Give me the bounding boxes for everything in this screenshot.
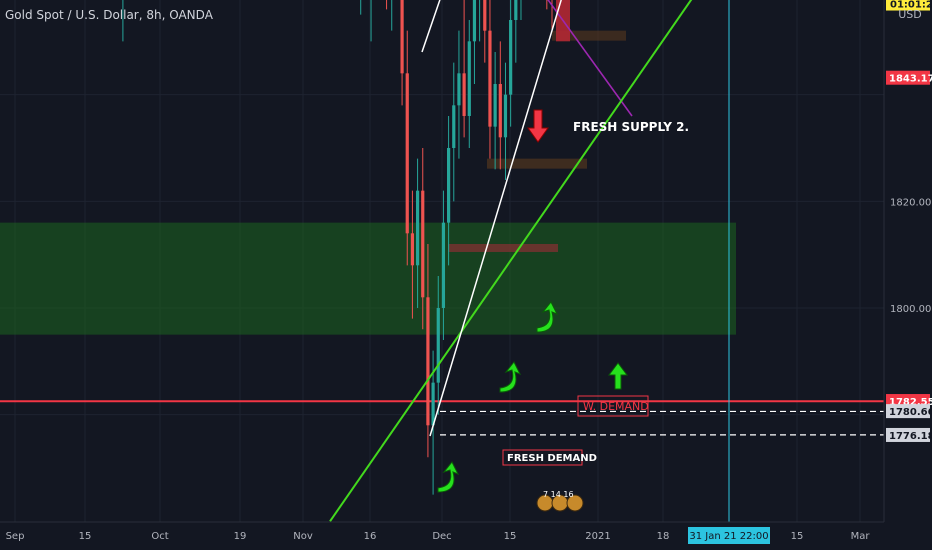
candles — [122, 0, 553, 495]
price-tag-label: 1780.661 — [889, 407, 932, 418]
candle-body — [441, 222, 446, 308]
event-badge-label: 7 14 16 — [543, 490, 574, 499]
candle-body — [503, 94, 508, 138]
x-tick-label: Nov — [293, 531, 313, 542]
candle-body — [452, 105, 456, 148]
countdown-label: 01:01:20 — [890, 0, 932, 11]
candle-body — [426, 297, 430, 426]
candle-body — [405, 73, 409, 234]
candle-body — [447, 147, 451, 223]
supply-label: FRESH SUPPLY 2. — [573, 120, 689, 134]
w-demand-box — [577, 395, 649, 417]
candle-body — [400, 0, 404, 74]
y-tick-label: 1800.000 — [890, 304, 932, 315]
curved-arrow-icon — [437, 461, 460, 493]
x-tick-label: 15 — [79, 531, 92, 542]
time-axis: Sep 15 Oct 19 Nov 16 Dec 15 2021 18 15 Mar 31 Jan 21… — [0, 521, 932, 550]
candle-body — [457, 73, 461, 106]
candle-body — [514, 0, 518, 20]
crosshair-date-tag — [688, 527, 770, 544]
countdown-tag — [886, 0, 930, 11]
candle-body — [410, 233, 415, 266]
chart-title: Gold Spot / U.S. Dollar, 8h, OANDA — [5, 8, 213, 22]
x-tick-label: Dec — [432, 531, 451, 542]
x-tick-label: Oct — [151, 531, 168, 542]
green-trendline — [329, 0, 693, 522]
event-badge-icon: 7 14 16 — [536, 490, 584, 512]
fresh-demand-box — [502, 449, 583, 466]
candle-body — [498, 83, 502, 138]
candle-body — [436, 307, 440, 383]
candle-body — [472, 0, 477, 42]
w-demand-zone — [0, 222, 736, 335]
mini-zone-red — [448, 243, 558, 252]
candle-body — [493, 83, 497, 127]
x-tick-label: 15 — [791, 531, 804, 542]
price-axis: 1800.0001820.0001880.0001900.0001920.000… — [883, 0, 932, 522]
candle-body — [488, 30, 492, 127]
candle-body — [431, 382, 435, 426]
y-tick-label: 1820.000 — [890, 197, 932, 208]
x-tick-label: 2021 — [585, 531, 610, 542]
time-axis-bg — [0, 522, 932, 550]
fresh-demand-label: FRESH DEMAND — [507, 453, 597, 464]
x-tick-label: 18 — [657, 531, 670, 542]
candle-body — [415, 190, 420, 266]
price-tag — [886, 427, 930, 442]
x-tick-label: 16 — [364, 531, 377, 542]
mini-zone-brown-2 — [552, 30, 626, 41]
channel-lower-line — [429, 0, 562, 437]
currency-label: USD — [898, 8, 922, 21]
down-arrow-icon — [527, 109, 549, 143]
x-tick-label: Sep — [6, 531, 25, 542]
price-tag-label: 1843.179 — [889, 74, 932, 85]
candle-body — [462, 73, 466, 116]
price-tag — [886, 404, 930, 419]
candle-body — [483, 0, 487, 31]
up-arrow-icon — [608, 362, 628, 390]
price-tag-label: 1782.551 — [889, 397, 932, 408]
candle-body — [509, 19, 513, 95]
w-demand-label: W. DEMAND — [583, 400, 649, 413]
x-tick-label: 15 — [504, 531, 517, 542]
price-tag-label: 1776.189 — [889, 431, 932, 442]
crosshair-date-label: 31 Jan 21 22:00 — [689, 531, 768, 542]
curved-arrow-icon — [536, 301, 559, 333]
price-tag — [886, 70, 930, 85]
x-tick-label: Mar — [851, 531, 871, 542]
curved-arrow-icon — [499, 361, 522, 393]
candle-body — [421, 190, 425, 298]
x-tick-label: 19 — [234, 531, 247, 542]
candle-body — [467, 41, 471, 116]
mini-zone-brown — [487, 158, 587, 169]
